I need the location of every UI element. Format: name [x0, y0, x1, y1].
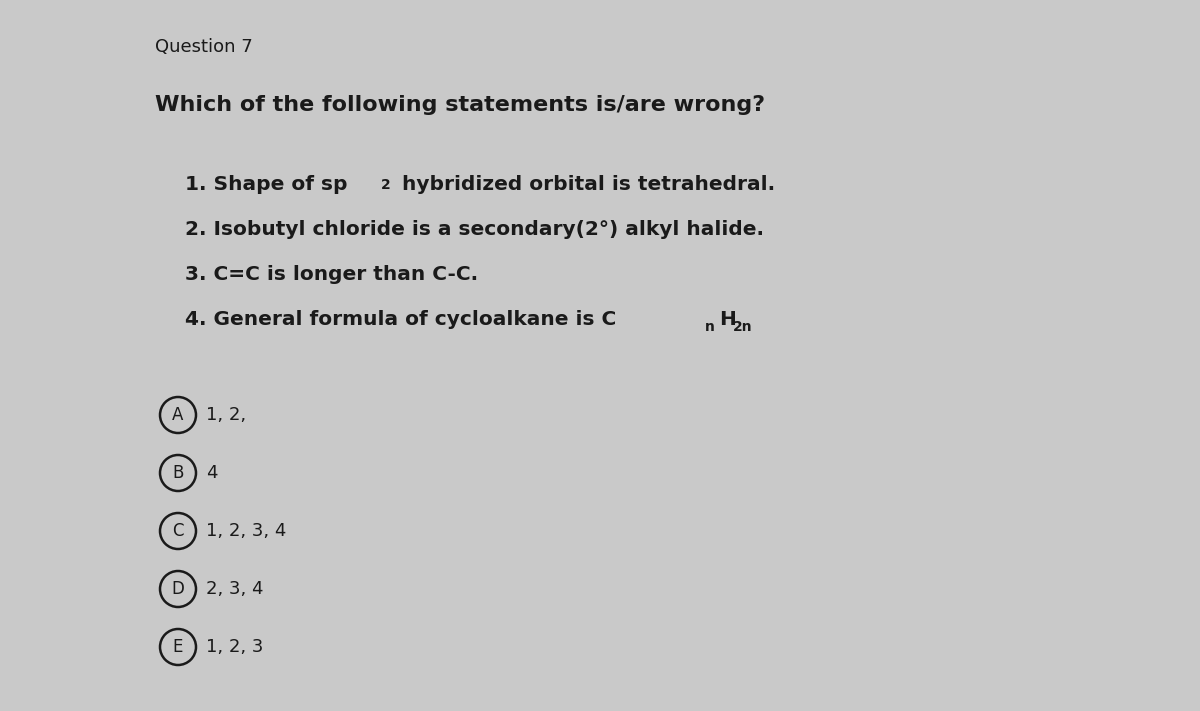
Text: 3. C=C is longer than C-C.: 3. C=C is longer than C-C.: [185, 265, 478, 284]
Text: 1, 2, 3, 4: 1, 2, 3, 4: [206, 522, 287, 540]
Text: n: n: [706, 320, 715, 334]
Text: B: B: [173, 464, 184, 482]
Text: 1, 2, 3: 1, 2, 3: [206, 638, 263, 656]
Text: Which of the following statements is/are wrong?: Which of the following statements is/are…: [155, 95, 766, 115]
Text: H: H: [719, 310, 736, 329]
Text: A: A: [173, 406, 184, 424]
Text: 2: 2: [382, 178, 391, 192]
Text: D: D: [172, 580, 185, 598]
Text: 1, 2,: 1, 2,: [206, 406, 246, 424]
Text: 4. General formula of cycloalkane is C: 4. General formula of cycloalkane is C: [185, 310, 617, 329]
Text: C: C: [173, 522, 184, 540]
Text: 2, 3, 4: 2, 3, 4: [206, 580, 264, 598]
Text: hybridized orbital is tetrahedral.: hybridized orbital is tetrahedral.: [395, 175, 775, 194]
Text: 1. Shape of sp: 1. Shape of sp: [185, 175, 348, 194]
Text: 2n: 2n: [733, 320, 752, 334]
Text: E: E: [173, 638, 184, 656]
Text: 4: 4: [206, 464, 217, 482]
Text: Question 7: Question 7: [155, 38, 253, 56]
Text: 2. Isobutyl chloride is a secondary(2°) alkyl halide.: 2. Isobutyl chloride is a secondary(2°) …: [185, 220, 764, 239]
